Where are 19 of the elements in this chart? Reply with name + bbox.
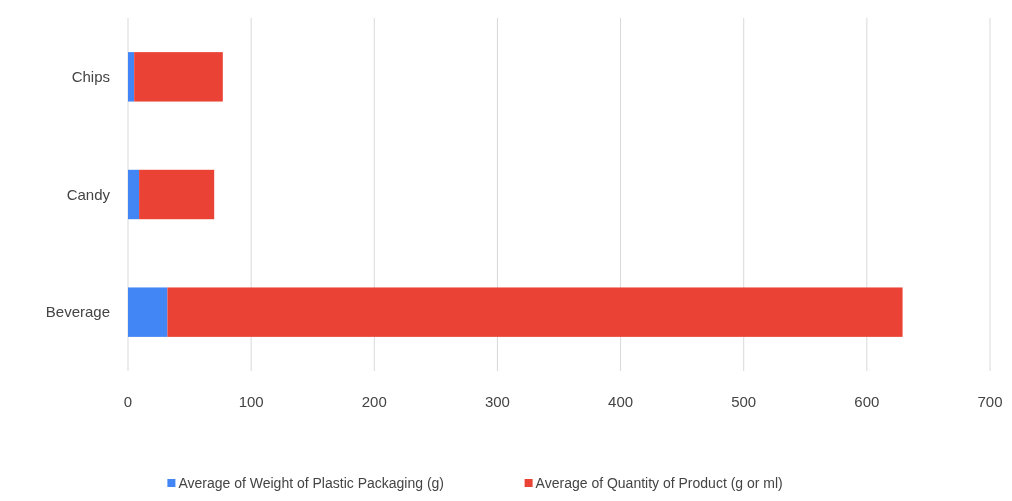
x-tick-label: 0 <box>123 393 133 410</box>
bar <box>128 52 135 102</box>
bar <box>134 52 223 102</box>
bar <box>139 169 215 220</box>
y-tick-label: Candy <box>66 185 111 203</box>
legend-label: Average of Quantity of Product (g or ml) <box>535 475 783 491</box>
x-tick-label: 400 <box>608 393 634 410</box>
bar <box>128 287 168 337</box>
x-tick-label: 700 <box>977 393 1003 410</box>
y-tick-label: Beverage <box>45 303 110 321</box>
x-tick-label: 600 <box>854 393 880 410</box>
bar <box>167 287 903 337</box>
x-tick-label: 300 <box>484 393 510 410</box>
x-tick-label: 200 <box>361 393 387 410</box>
x-tick-label: 100 <box>238 393 264 410</box>
x-tick-label: 500 <box>731 393 757 410</box>
legend-label: Average of Weight of Plastic Packaging (g) <box>178 475 445 491</box>
bar <box>128 169 140 220</box>
y-tick-label: Chips <box>71 68 110 86</box>
